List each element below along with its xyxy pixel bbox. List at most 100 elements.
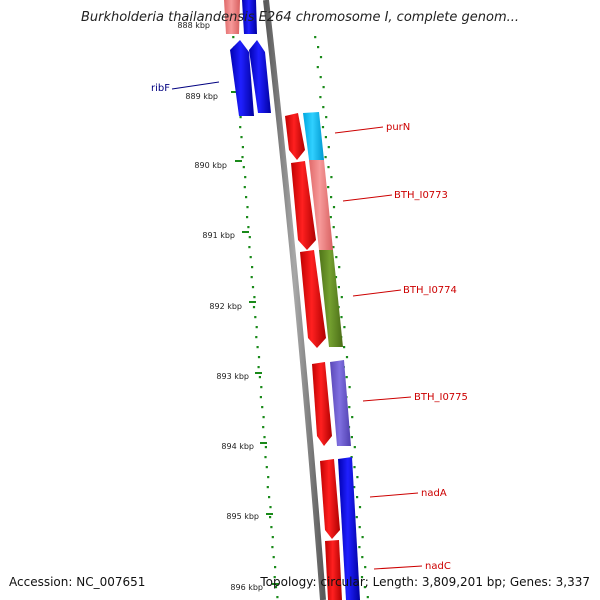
gc-dot xyxy=(256,346,259,349)
leader-BTH_I0773 xyxy=(342,194,393,202)
gene-nadC-red[interactable] xyxy=(325,540,342,600)
gc-dot xyxy=(241,146,244,149)
gc-dot xyxy=(255,326,258,329)
tick-label-895: 895 kbp xyxy=(226,512,259,521)
tick-label-896: 896 kbp xyxy=(230,583,263,592)
gene-ribF-a[interactable] xyxy=(230,40,254,116)
gene-labels: ribF purN BTH_I0773 BTH_I0774 BTH_I0775 … xyxy=(151,83,468,572)
gc-dot xyxy=(264,456,267,459)
gc-dot xyxy=(251,286,255,289)
gc-dot xyxy=(262,416,265,419)
gc-dot xyxy=(268,496,271,499)
gene-feature-partial-blue[interactable] xyxy=(242,0,257,34)
gc-dot xyxy=(350,436,353,439)
gc-dot xyxy=(353,466,356,469)
gene-nadA-blue[interactable] xyxy=(338,457,360,600)
map-title: Burkholderia thailandensis E264 chromoso… xyxy=(80,10,520,25)
tick-label-889: 889 kbp xyxy=(185,92,218,101)
gc-dot xyxy=(240,136,243,139)
gc-dot xyxy=(327,146,330,149)
gc-dot xyxy=(343,326,346,329)
gene-features xyxy=(224,0,360,600)
gc-dot xyxy=(265,466,268,469)
gc-dot xyxy=(269,506,272,509)
gene-label-nadA[interactable]: nadA xyxy=(421,488,447,499)
gc-dot xyxy=(250,276,253,279)
gc-dot xyxy=(245,196,248,199)
gc-dot xyxy=(242,166,245,169)
gc-dot xyxy=(266,486,269,489)
gc-dot xyxy=(327,166,330,169)
gc-dot xyxy=(324,156,327,159)
gene-label-nadC[interactable]: nadC xyxy=(425,561,451,572)
gene-BTH_I0775-purple[interactable] xyxy=(330,360,351,446)
gc-dot xyxy=(261,406,264,409)
gc-dot xyxy=(348,386,351,389)
gc-dot xyxy=(276,596,279,599)
gc-dot xyxy=(246,206,249,209)
gc-dot xyxy=(332,226,335,229)
gc-dot xyxy=(252,306,256,309)
gc-dot xyxy=(321,126,325,129)
tick-label-888: 888 kbp xyxy=(177,21,210,30)
gene-label-BTH_I0775[interactable]: BTH_I0775 xyxy=(414,392,468,403)
gene-label-BTH_I0773[interactable]: BTH_I0773 xyxy=(394,190,448,201)
gc-dot xyxy=(272,556,275,559)
gc-dot xyxy=(330,196,333,199)
gene-label-BTH_I0774[interactable]: BTH_I0774 xyxy=(403,285,457,296)
gc-dot xyxy=(337,286,340,289)
gc-dot xyxy=(332,246,335,249)
gc-dot xyxy=(314,36,317,39)
gc-dot xyxy=(319,56,323,59)
gene-BTH_I0775-red[interactable] xyxy=(312,362,332,446)
gc-dot xyxy=(355,516,358,519)
gene-BTH_I0773-pink[interactable] xyxy=(309,160,333,250)
gc-dot xyxy=(274,566,277,569)
gene-label-ribF[interactable]: ribF xyxy=(151,83,170,94)
gc-dot xyxy=(358,526,361,529)
gc-dot xyxy=(327,186,330,189)
gc-dot xyxy=(269,516,272,519)
gc-dot xyxy=(263,436,266,439)
gc-dot xyxy=(239,126,242,129)
gc-dot xyxy=(366,596,369,599)
gc-dot xyxy=(334,276,338,279)
gc-dot xyxy=(258,376,261,379)
gc-dot xyxy=(248,236,251,239)
gc-dot xyxy=(322,106,325,109)
gene-BTH_I0773-red[interactable] xyxy=(291,161,316,250)
gene-nadA-red[interactable] xyxy=(320,459,340,539)
gene-BTH_I0774-olive[interactable] xyxy=(319,250,343,347)
gene-label-purN[interactable]: purN xyxy=(386,122,410,133)
gc-dot xyxy=(356,496,359,499)
leader-purN xyxy=(334,126,384,134)
gc-dot xyxy=(316,66,319,69)
gc-dot xyxy=(270,526,273,529)
gc-dot xyxy=(353,446,356,449)
gc-dot xyxy=(324,136,327,139)
gc-dot xyxy=(251,266,254,269)
tick-label-891: 891 kbp xyxy=(202,231,235,240)
leader-BTH_I0774 xyxy=(352,289,402,297)
gc-dot xyxy=(358,506,362,509)
leader-ribF xyxy=(171,81,220,90)
gc-dot xyxy=(330,176,333,179)
gc-dot xyxy=(340,296,343,299)
leader-nadA xyxy=(369,492,419,498)
gc-dot xyxy=(257,366,260,369)
gc-dot xyxy=(351,416,354,419)
backbone-ring xyxy=(263,0,326,600)
gene-feature-partial-pink[interactable] xyxy=(224,0,240,34)
gc-dot xyxy=(335,236,338,239)
gc-dot xyxy=(273,576,276,579)
gc-dot xyxy=(317,46,320,49)
gc-dot xyxy=(271,536,274,539)
gene-BTH_I0774-red[interactable] xyxy=(300,250,326,348)
gc-dot xyxy=(329,216,332,219)
gc-dot xyxy=(358,546,361,549)
gene-purN-red[interactable] xyxy=(285,113,305,160)
gene-ribF-b[interactable] xyxy=(249,40,271,113)
gene-purN-cyan[interactable] xyxy=(303,112,324,160)
gc-dot xyxy=(319,96,322,99)
